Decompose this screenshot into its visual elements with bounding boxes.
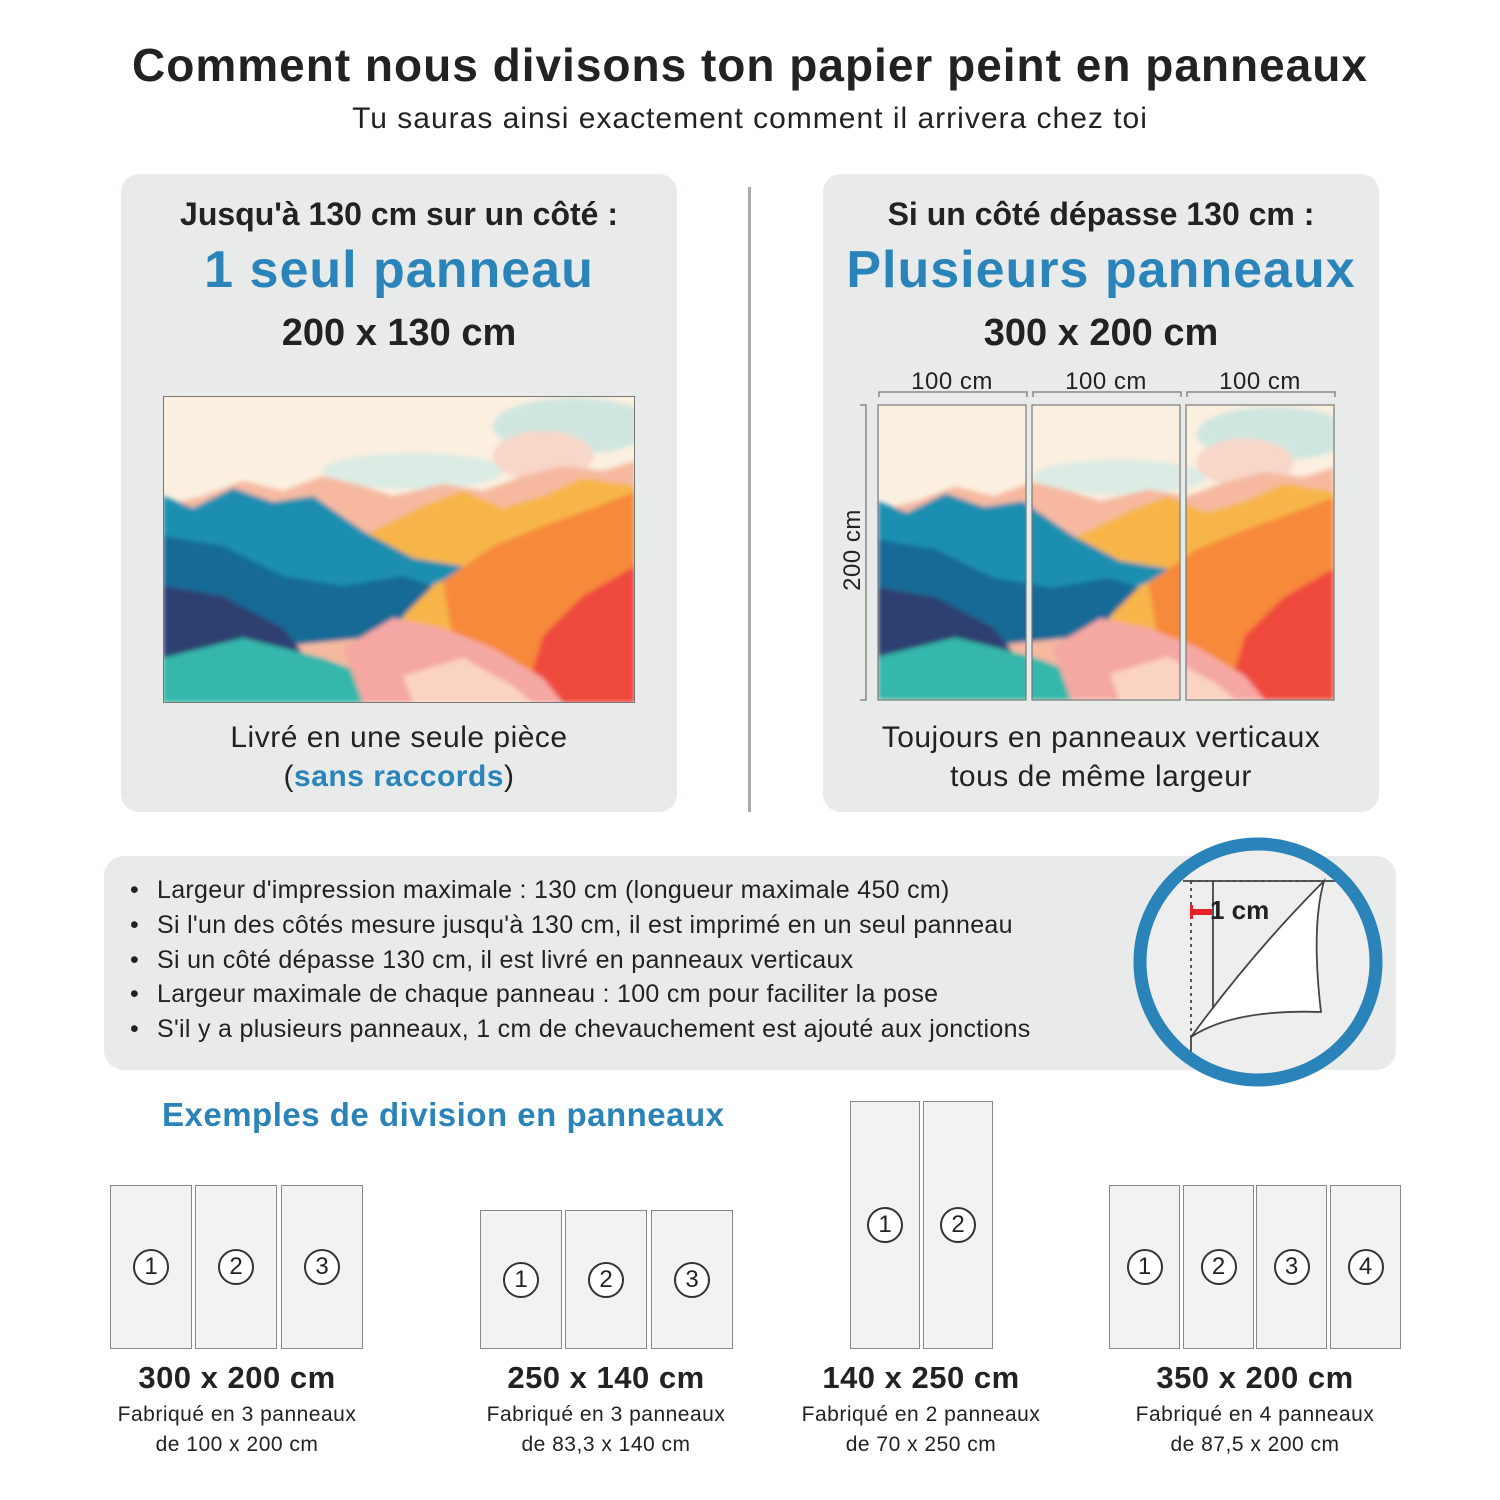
overlap-marker: [1191, 909, 1212, 915]
panel-number-badge: 2: [218, 1249, 254, 1285]
page-subtitle: Tu sauras ainsi exactement comment il ar…: [352, 102, 1148, 135]
example-size: 140 x 250 cm: [822, 1360, 1020, 1395]
caption-paren-close: ): [503, 760, 515, 793]
multiple-caption-line2: tous de même largeur: [950, 760, 1252, 793]
panel-number-badge: 3: [304, 1249, 340, 1285]
examples-title: Exemples de division en panneaux: [162, 1096, 725, 1133]
panel-number-badge: 3: [674, 1261, 710, 1298]
single-caption-line1: Livré en une seule pièce: [230, 721, 568, 754]
panel-number-badge: 2: [1200, 1249, 1237, 1285]
single-caption: Livré en une seule pièce (sans raccords): [121, 718, 677, 796]
single-highlight: 1 seul panneau: [204, 241, 594, 299]
multiple-panels-card: Si un côté dépasse 130 cm : Plusieurs pa…: [823, 174, 1379, 812]
example-description: Fabriqué en 3 panneaux: [117, 1403, 357, 1426]
caption-paren-open: (: [283, 760, 295, 793]
example-description: Fabriqué en 4 panneaux: [1135, 1403, 1375, 1426]
multiple-highlight: Plusieurs panneaux: [846, 241, 1356, 299]
multiple-caption: Toujours en panneaux verticaux tous de m…: [823, 718, 1379, 796]
example-description: de 70 x 250 cm: [845, 1433, 997, 1456]
panel-width-label: 100 cm: [1219, 368, 1301, 395]
panel-number-badge: 2: [940, 1207, 976, 1243]
panel-width-label: 100 cm: [1065, 368, 1147, 395]
overlap-diagram: 1 cm: [1133, 837, 1383, 1087]
divider: [748, 187, 751, 812]
multiple-heading: Si un côté dépasse 130 cm :: [887, 196, 1315, 232]
example-description: Fabriqué en 2 panneaux: [801, 1403, 1041, 1426]
example-description: de 87,5 x 200 cm: [1170, 1433, 1340, 1456]
info-bullet: Si l'un des côtés mesure jusqu'à 130 cm,…: [130, 911, 1031, 946]
info-bullet: Largeur maximale de chaque panneau : 100…: [130, 980, 1031, 1015]
single-size: 200 x 130 cm: [281, 312, 517, 354]
single-heading: Jusqu'à 130 cm sur un côté :: [180, 196, 618, 232]
panel-number-badge: 1: [133, 1249, 169, 1285]
info-bullet: Largeur d'impression maximale : 130 cm (…: [130, 876, 1031, 911]
panel-width-label: 100 cm: [911, 368, 993, 395]
example-description: Fabriqué en 3 panneaux: [486, 1403, 726, 1426]
info-bullet: S'il y a plusieurs panneaux, 1 cm de che…: [130, 1015, 1031, 1050]
single-panel-card: Jusqu'à 130 cm sur un côté : 1 seul pann…: [121, 174, 677, 812]
example-panel: [480, 1210, 562, 1349]
wallpaper-preview-single: [163, 396, 635, 703]
example-size: 250 x 140 cm: [507, 1360, 705, 1395]
page-title: Comment nous divisons ton papier peint e…: [132, 39, 1368, 91]
panel-number-badge: 2: [588, 1261, 624, 1298]
panel-number-badge: 1: [1126, 1249, 1163, 1285]
multiple-caption-line1: Toujours en panneaux verticaux: [881, 721, 1321, 754]
caption-highlight: sans raccords: [294, 760, 504, 793]
panel-number-badge: 1: [503, 1261, 539, 1298]
panel-number-badge: 3: [1273, 1249, 1310, 1285]
example-size: 300 x 200 cm: [138, 1360, 336, 1395]
multiple-size: 300 x 200 cm: [983, 312, 1219, 354]
info-bullet: Si un côté dépasse 130 cm, il est livré …: [130, 946, 1031, 981]
example-description: de 100 x 200 cm: [155, 1433, 319, 1456]
example-size: 350 x 200 cm: [1156, 1360, 1354, 1395]
overlap-label: 1 cm: [1210, 895, 1270, 925]
wallpaper-preview-multiple: [860, 391, 1336, 701]
panel-number-badge: 4: [1347, 1249, 1384, 1285]
panel-number-badge: 1: [867, 1207, 903, 1243]
info-bullets: Largeur d'impression maximale : 130 cm (…: [130, 876, 1031, 1050]
example-description: de 83,3 x 140 cm: [521, 1433, 691, 1456]
